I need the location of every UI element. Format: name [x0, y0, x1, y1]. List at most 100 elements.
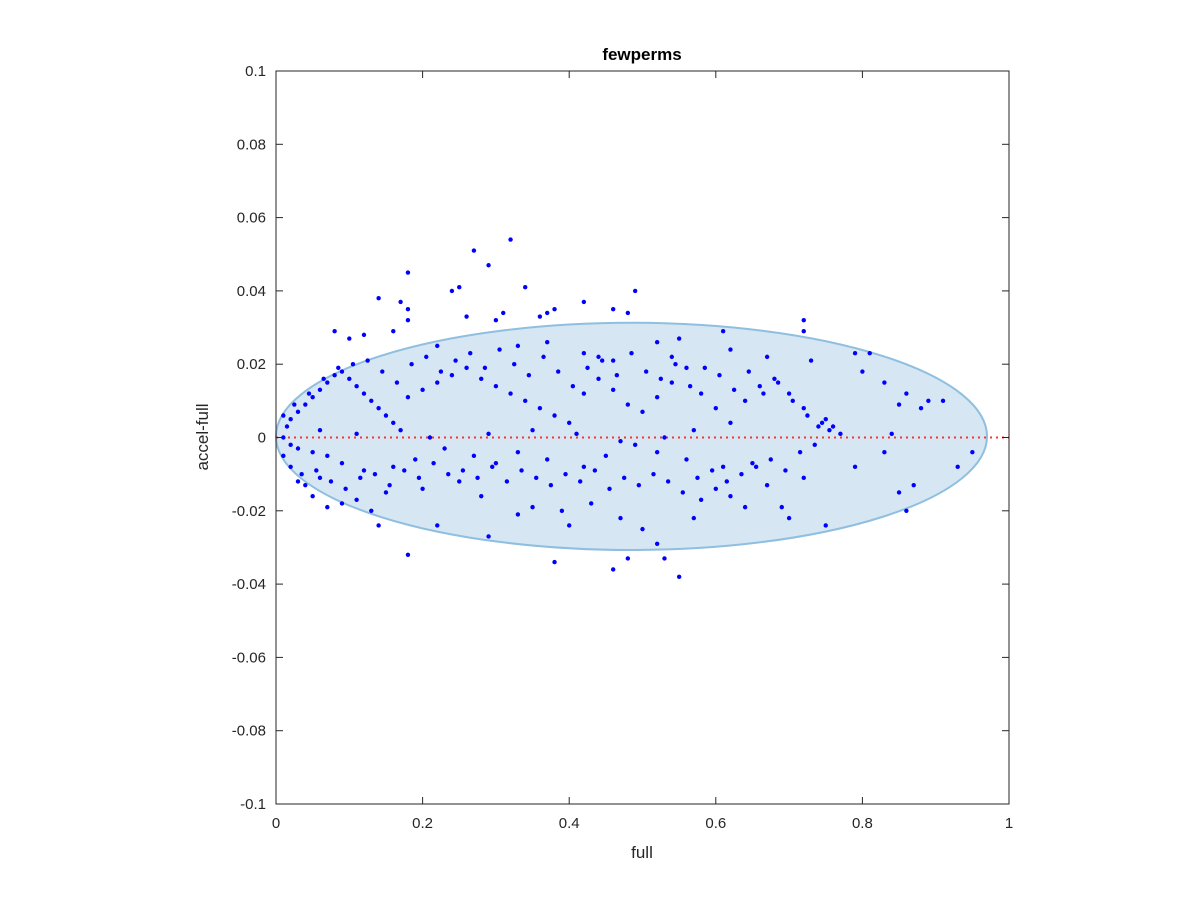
- data-point: [317, 475, 323, 481]
- data-point: [325, 453, 330, 459]
- data-point: [940, 398, 946, 404]
- data-point: [394, 380, 400, 385]
- data-point: [398, 427, 403, 433]
- data-point: [383, 413, 389, 418]
- data-point: [519, 468, 524, 473]
- data-point: [497, 347, 502, 352]
- data-point: [464, 365, 469, 371]
- data-point: [435, 343, 440, 349]
- data-point: [577, 479, 583, 484]
- data-point: [596, 354, 601, 360]
- data-point: [321, 376, 326, 382]
- data-point: [431, 460, 436, 466]
- data-point: [552, 559, 557, 565]
- data-point: [391, 420, 396, 426]
- data-point: [449, 372, 455, 378]
- x-tick-label: 0.2: [412, 815, 433, 832]
- data-point: [720, 329, 726, 334]
- data-point: [545, 340, 550, 345]
- data-point: [548, 482, 554, 488]
- data-point: [567, 523, 572, 528]
- data-point: [537, 405, 543, 411]
- data-point: [838, 431, 843, 437]
- data-point: [504, 479, 510, 484]
- data-point: [556, 369, 561, 374]
- data-point: [292, 402, 297, 407]
- data-point: [376, 523, 381, 528]
- data-point: [625, 310, 631, 316]
- data-point: [303, 482, 308, 488]
- data-point: [471, 453, 477, 459]
- data-point: [596, 376, 601, 382]
- data-point: [746, 369, 751, 374]
- data-point: [574, 431, 579, 437]
- data-point: [288, 442, 293, 448]
- y-tick-label: -0.1: [240, 796, 266, 813]
- data-point: [475, 475, 480, 481]
- data-point: [376, 296, 381, 301]
- data-point: [889, 431, 894, 437]
- data-point: [552, 307, 557, 312]
- data-point: [632, 288, 638, 294]
- data-point: [830, 424, 836, 429]
- data-point: [457, 479, 462, 484]
- data-point: [610, 567, 616, 572]
- data-point: [786, 515, 792, 521]
- data-point: [669, 380, 675, 385]
- data-point: [662, 435, 667, 440]
- data-point: [654, 449, 660, 455]
- data-point: [790, 398, 795, 404]
- data-point: [281, 453, 286, 459]
- data-point: [424, 354, 429, 360]
- data-point: [728, 420, 733, 426]
- data-point: [654, 394, 660, 400]
- data-point: [493, 383, 499, 389]
- data-point: [625, 402, 631, 407]
- data-point: [797, 449, 803, 455]
- data-point: [764, 482, 770, 488]
- data-point: [662, 556, 667, 561]
- data-point: [332, 329, 337, 334]
- data-point: [592, 468, 598, 473]
- data-point: [438, 369, 444, 374]
- data-point: [757, 383, 762, 389]
- data-point: [336, 365, 341, 371]
- data-point: [816, 424, 821, 429]
- data-point: [581, 351, 587, 356]
- data-point: [435, 380, 440, 385]
- data-point: [603, 453, 609, 459]
- data-point: [581, 391, 587, 396]
- data-point: [691, 427, 697, 433]
- x-tick-label: 0: [272, 815, 280, 832]
- data-point: [610, 358, 616, 363]
- data-point: [306, 391, 312, 396]
- data-point: [654, 541, 660, 546]
- data-point: [295, 446, 301, 451]
- data-point: [599, 358, 605, 363]
- data-point: [435, 523, 440, 528]
- data-point: [610, 387, 616, 393]
- data-point: [753, 464, 759, 470]
- data-point: [724, 479, 729, 484]
- data-point: [713, 405, 718, 411]
- data-point: [405, 318, 411, 323]
- data-point: [801, 329, 806, 334]
- data-point: [332, 372, 337, 378]
- data-point: [673, 362, 678, 367]
- data-point: [684, 365, 689, 371]
- chart-title: fewperms: [602, 45, 681, 64]
- data-point: [772, 376, 777, 382]
- y-tick-label: -0.08: [232, 723, 266, 740]
- data-point: [676, 574, 682, 579]
- data-point: [570, 383, 576, 389]
- data-point: [405, 552, 411, 557]
- x-tick-label: 0.6: [705, 815, 726, 832]
- data-point: [742, 504, 748, 510]
- data-point: [449, 288, 455, 294]
- data-point: [490, 464, 495, 470]
- data-point: [904, 508, 909, 513]
- data-point: [541, 354, 546, 360]
- data-point: [501, 310, 506, 316]
- data-point: [717, 372, 722, 378]
- data-point: [882, 449, 887, 455]
